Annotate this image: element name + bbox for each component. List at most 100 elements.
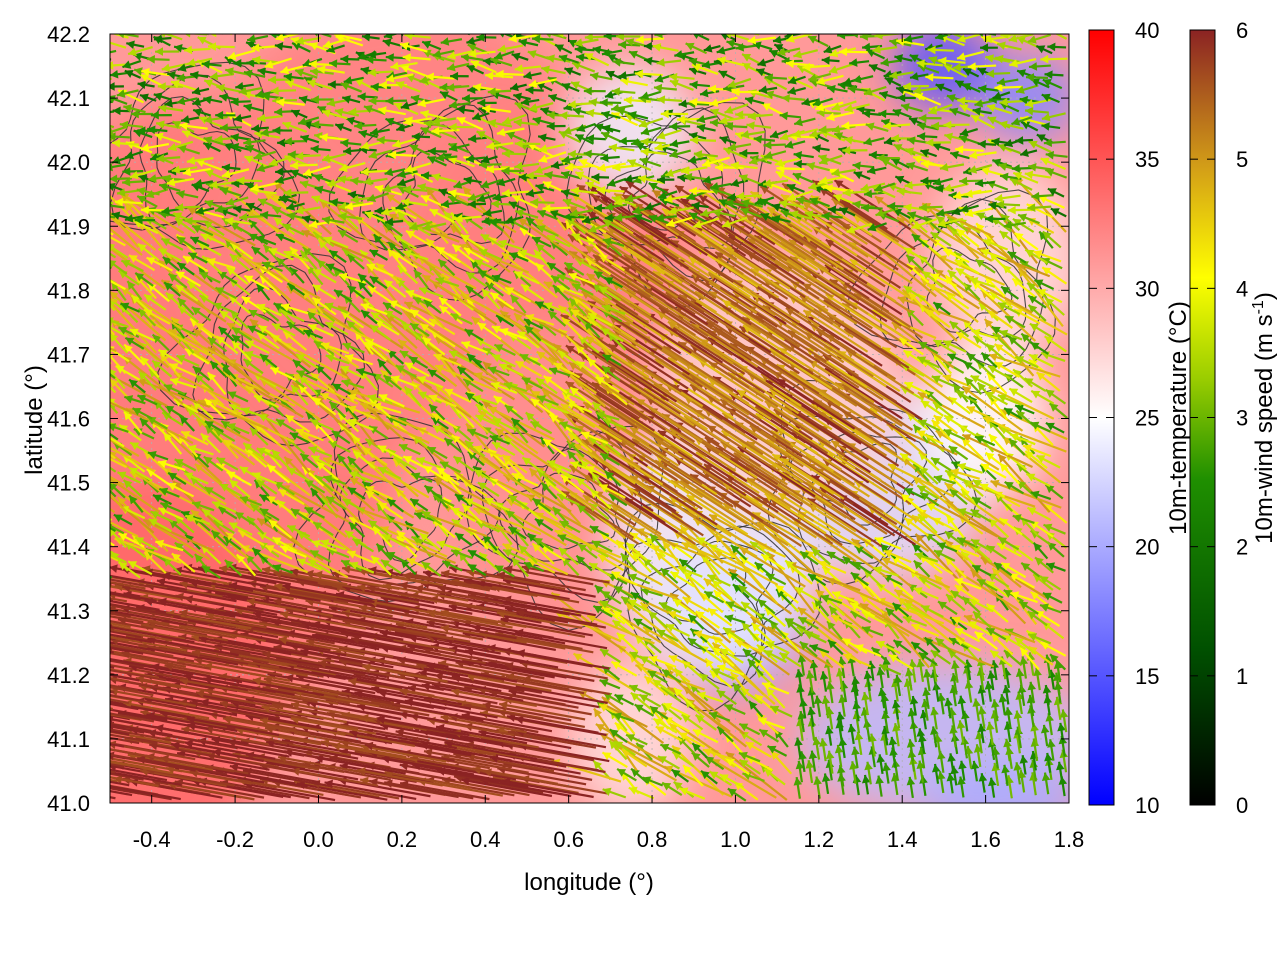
contour-2-2 xyxy=(497,448,627,571)
wind-vector xyxy=(892,722,901,747)
wind-vector xyxy=(838,737,848,759)
wind-vector xyxy=(906,739,916,761)
wind-vector xyxy=(633,23,654,32)
wind-vector xyxy=(851,746,860,769)
wind-vector xyxy=(110,776,159,788)
wind-vector xyxy=(852,700,861,722)
wind-vector xyxy=(770,750,793,775)
wind-vector xyxy=(1030,722,1039,747)
wind-vector xyxy=(970,760,980,782)
wind-vector xyxy=(978,772,988,793)
wind-vector xyxy=(914,34,916,35)
wind-vector xyxy=(110,583,112,586)
wind-vector xyxy=(767,745,788,757)
wind-vector xyxy=(1019,755,1029,775)
wind-vector xyxy=(861,774,871,795)
wind-vector xyxy=(171,741,264,763)
wind-vector xyxy=(998,693,1008,716)
x-tick-label: 0.8 xyxy=(637,827,668,852)
wind-vector xyxy=(354,689,446,710)
wind-vector xyxy=(849,761,858,784)
wind-vector xyxy=(110,178,111,181)
colorbar-tick-label: 15 xyxy=(1135,664,1159,689)
wind-vector xyxy=(916,728,926,749)
x-tick-label: 0.0 xyxy=(303,827,334,852)
wind-vector xyxy=(110,201,114,205)
wind-vector xyxy=(836,711,845,732)
wind-vector xyxy=(977,706,987,729)
wind-vector xyxy=(110,663,187,680)
y-tick-label: 41.9 xyxy=(47,214,90,239)
wind-vector xyxy=(836,764,846,787)
wind-vector xyxy=(905,667,914,691)
wind-vector xyxy=(110,736,140,745)
colorbar-tick-label: 20 xyxy=(1135,535,1159,560)
wind-vector xyxy=(222,715,310,735)
wind-colorbar-title-sup: -1 xyxy=(1250,300,1267,314)
wind-vector xyxy=(634,703,655,717)
colorbar-tick-label: 3 xyxy=(1236,406,1248,431)
wind-vector xyxy=(110,730,130,736)
wind-vector xyxy=(331,742,418,762)
wind-vector xyxy=(765,687,786,709)
wind-vector xyxy=(805,760,815,784)
wind-vector xyxy=(110,677,130,683)
wind-vector xyxy=(110,785,181,801)
wind-vector xyxy=(826,681,835,704)
wind-vector xyxy=(930,706,939,730)
wind-vector xyxy=(861,691,870,716)
wind-vector xyxy=(807,706,816,727)
wind-vector xyxy=(807,24,831,32)
wind-vector xyxy=(758,728,780,743)
y-tick-label: 41.8 xyxy=(47,278,90,303)
wind-colorbar-title: 10m-wind speed (m s-1) xyxy=(1250,292,1278,544)
wind-vector xyxy=(825,725,834,746)
wind-vector xyxy=(110,708,168,722)
wind-vector xyxy=(242,767,334,788)
plot-area xyxy=(97,23,1069,803)
wind-vector xyxy=(110,789,133,797)
colorbar-tick-label: 0 xyxy=(1236,793,1248,818)
wind-vector xyxy=(748,700,764,718)
wind-vector xyxy=(875,775,884,797)
wind-vector xyxy=(798,751,807,773)
wind-vector xyxy=(763,767,786,786)
wind-vector xyxy=(821,773,831,795)
wind-vector xyxy=(110,753,138,761)
wind-vector xyxy=(795,760,805,783)
wind-vector xyxy=(110,686,154,697)
wind-vector xyxy=(110,700,186,717)
wind-vector xyxy=(97,26,114,34)
wind-vector xyxy=(614,693,635,706)
x-tick-label: 1.6 xyxy=(970,827,1001,852)
wind-vector xyxy=(189,768,277,789)
wind-speed-colorbar: 0 1 2 3 4 5 6 10m-wind speed (m s-1) xyxy=(1189,18,1278,818)
wind-vector xyxy=(738,751,761,763)
wind-vector xyxy=(608,739,628,761)
wind-vector xyxy=(881,710,890,733)
wind-vector xyxy=(795,669,804,690)
wind-vector xyxy=(1040,724,1050,747)
wind-vector xyxy=(931,763,941,784)
wind-vector xyxy=(724,703,746,715)
colorbar-tick-label: 30 xyxy=(1135,276,1159,301)
wind-vector xyxy=(572,652,636,692)
y-tick-label: 42.1 xyxy=(47,86,90,111)
temperature-colorbar-title: 10m-temperature (°C) xyxy=(1165,301,1192,535)
wind-vector xyxy=(863,670,873,691)
wind-vector xyxy=(655,725,683,742)
y-tick-label: 41.0 xyxy=(47,791,90,816)
wind-vector xyxy=(923,669,932,692)
wind-vector xyxy=(592,760,612,781)
wind-vector xyxy=(203,662,291,682)
wind-vector xyxy=(110,231,114,236)
wind-vector xyxy=(881,725,890,746)
wind-vector xyxy=(110,575,113,579)
wind-vector xyxy=(110,265,113,270)
wind-vector xyxy=(1044,752,1053,773)
wind-vector xyxy=(957,695,967,716)
wind-vector xyxy=(601,751,628,768)
wind-vector xyxy=(514,715,607,737)
wind-vector xyxy=(423,748,513,769)
y-tick-label: 41.6 xyxy=(47,407,90,432)
